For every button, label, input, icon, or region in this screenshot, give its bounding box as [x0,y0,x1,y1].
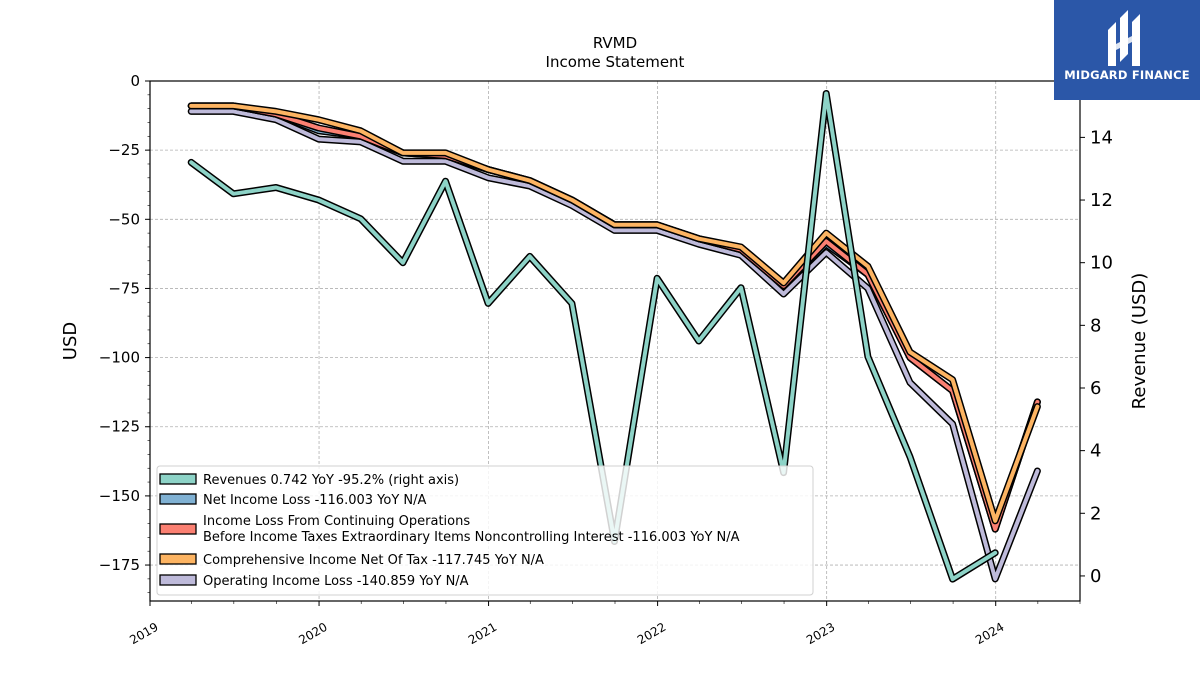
right-tick-label: 10 [1090,253,1113,274]
right-tick-label: 2 [1090,503,1101,524]
x-axis: 2019 2020 2021 2022 2023 2024 [127,601,1081,647]
series-line [189,109,1040,581]
right-tick-label: 4 [1090,441,1101,462]
legend-swatch [159,523,197,535]
left-axis-label: USD [60,322,81,360]
legend: Revenues 0.742 YoY -95.2% (right axis) Ne… [156,465,814,596]
legend-box [156,465,814,596]
x-tick-label: 2020 [296,620,329,647]
left-tick-label: −125 [99,418,140,436]
legend-label: Before Income Taxes Extraordinary Items … [203,530,740,545]
legend-label: Income Loss From Continuing Operations [203,514,470,529]
right-tick-label: 6 [1090,378,1101,399]
midgard-logo-icon [1108,10,1140,66]
left-tick-label: −75 [108,279,140,297]
left-tick-label: −175 [99,556,140,574]
right-tick-label: 0 [1090,566,1101,587]
legend-swatch [159,574,197,586]
chart-title: RVMD [593,34,637,52]
legend-swatch [159,553,197,565]
series-line [189,91,998,582]
right-tick-label: 14 [1090,127,1113,148]
right-tick-label: 8 [1090,315,1101,336]
right-tick-label: 12 [1090,190,1113,211]
legend-swatch [159,473,197,485]
left-tick-label: −25 [108,141,140,159]
x-tick-label: 2023 [804,620,837,647]
left-tick-label: −150 [99,487,140,505]
right-y-axis: 0 2 4 6 8 10 12 14 [1080,127,1113,587]
legend-label: Revenues 0.742 YoY -95.2% (right axis) [203,473,459,488]
left-tick-label: 0 [130,72,140,90]
chart-subtitle: Income Statement [546,53,685,71]
x-tick-label: 2024 [973,620,1006,647]
series-lines [187,90,1041,583]
left-tick-label: −50 [108,210,140,228]
right-axis-label: Revenue (USD) [1129,273,1150,410]
midgard-finance-logo: MIDGARD FINANCE [1054,0,1200,100]
x-tick-label: 2022 [635,620,668,647]
left-y-axis: 0 −25 −50 −75 −100 −125 −150 −175 [99,72,150,594]
left-tick-label: −100 [99,349,140,367]
legend-label: Operating Income Loss -140.859 YoY N/A [203,574,469,589]
x-tick-label: 2019 [127,620,160,647]
x-tick-label: 2021 [466,620,499,647]
legend-swatch [159,493,197,505]
legend-label: Net Income Loss -116.003 YoY N/A [203,493,426,508]
series-line [189,103,1040,523]
brand-name: MIDGARD FINANCE [1064,68,1190,82]
legend-label: Comprehensive Income Net Of Tax -117.745… [203,553,544,568]
